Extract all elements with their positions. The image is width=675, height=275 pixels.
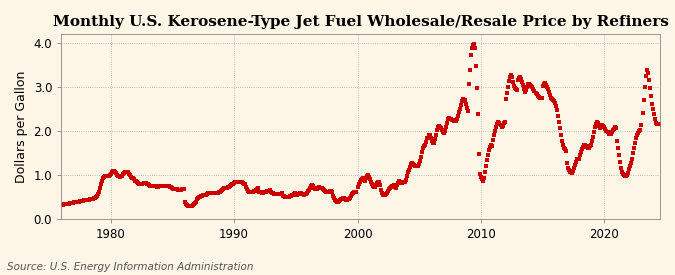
- Text: Source: U.S. Energy Information Administration: Source: U.S. Energy Information Administ…: [7, 262, 253, 272]
- Y-axis label: Dollars per Gallon: Dollars per Gallon: [15, 70, 28, 183]
- Title: Monthly U.S. Kerosene-Type Jet Fuel Wholesale/Resale Price by Refiners: Monthly U.S. Kerosene-Type Jet Fuel Whol…: [53, 15, 668, 29]
